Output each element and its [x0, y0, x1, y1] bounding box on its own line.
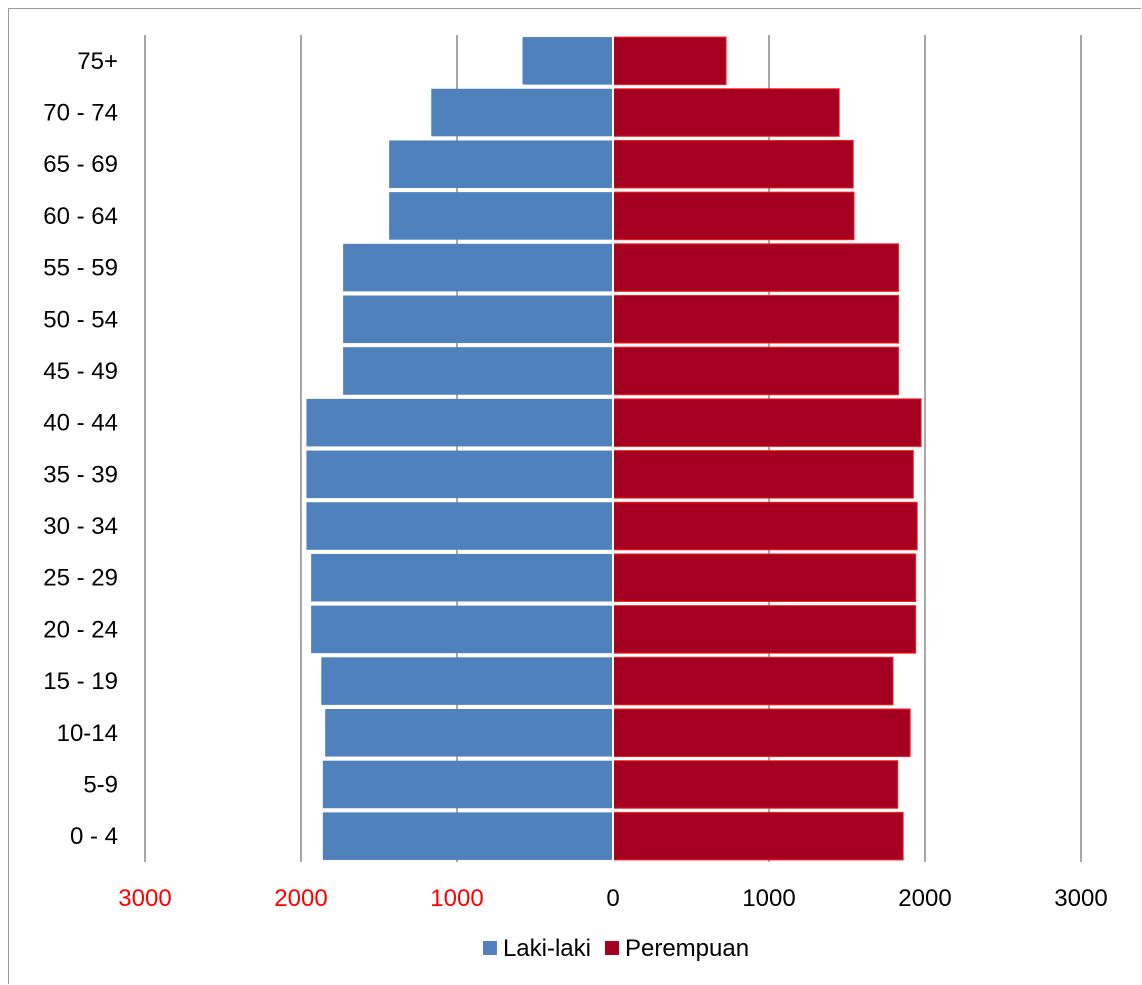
bar-laki-laki	[306, 398, 613, 447]
bar-laki-laki	[343, 347, 613, 395]
bar-perempuan	[612, 36, 727, 86]
legend-label: Laki-laki	[503, 935, 591, 962]
bar-perempuan	[612, 605, 917, 654]
bar-perempuan	[612, 295, 899, 344]
category-label: 20 - 24	[43, 616, 118, 643]
bar-laki-laki	[522, 37, 613, 85]
category-label: 10-14	[57, 720, 118, 747]
x-tick-labels: 3000 2000 1000 0 1000 2000 3000	[118, 885, 1107, 912]
chart-frame	[8, 8, 1141, 984]
bar-perempuan	[612, 346, 899, 396]
bar-perempuan	[612, 191, 855, 241]
bar-perempuan	[612, 243, 899, 292]
category-label: 70 - 74	[43, 100, 118, 127]
category-label: 75+	[77, 48, 118, 75]
x-tick-label: 2000	[898, 885, 951, 912]
bar-laki-laki	[343, 243, 613, 292]
bar-perempuan	[612, 139, 854, 189]
category-label: 25 - 29	[43, 565, 118, 592]
bar-laki-laki	[306, 450, 613, 499]
bar-laki-laki	[311, 605, 613, 654]
category-label: 45 - 49	[43, 358, 118, 385]
bars	[306, 35, 922, 866]
legend-swatch	[604, 941, 619, 955]
bar-laki-laki	[311, 553, 613, 602]
bar-laki-laki	[343, 295, 613, 344]
category-label: 15 - 19	[43, 668, 118, 695]
bar-laki-laki	[321, 657, 613, 705]
category-label: 30 - 34	[43, 513, 118, 540]
x-tick-label: 0	[606, 885, 619, 912]
bar-perempuan	[612, 398, 922, 447]
category-label: 0 - 4	[70, 823, 118, 850]
category-label: 60 - 64	[43, 203, 118, 230]
bar-laki-laki	[322, 760, 613, 809]
bar-laki-laki	[325, 709, 613, 757]
bar-perempuan	[612, 501, 918, 551]
bar-perempuan	[612, 656, 894, 706]
category-label: 65 - 69	[43, 151, 118, 178]
category-label: 35 - 39	[43, 461, 118, 488]
bar-perempuan	[612, 450, 914, 499]
x-tick-label: 2000	[274, 885, 327, 912]
category-label: 5-9	[83, 771, 118, 798]
legend: Laki-laki Perempuan	[482, 935, 749, 962]
bar-perempuan	[612, 708, 911, 758]
bar-perempuan	[612, 88, 840, 137]
x-tick-label: 3000	[118, 885, 171, 912]
bar-laki-laki	[431, 88, 613, 137]
category-labels: 75+ 70 - 74 65 - 69 60 - 64 55 - 59 50 - 54 45…	[43, 48, 118, 850]
x-tick-label: 3000	[1054, 885, 1107, 912]
x-tick-label: 1000	[742, 885, 795, 912]
bar-laki-laki	[322, 812, 613, 860]
category-label: 55 - 59	[43, 255, 118, 282]
bar-perempuan	[612, 811, 904, 861]
x-tick-label: 1000	[430, 885, 483, 912]
bar-perempuan	[612, 760, 899, 809]
legend-label: Perempuan	[625, 935, 749, 962]
bar-laki-laki	[306, 502, 613, 550]
bar-perempuan	[612, 553, 917, 602]
category-label: 40 - 44	[43, 410, 118, 437]
category-label: 50 - 54	[43, 306, 118, 333]
legend-swatch	[482, 941, 497, 955]
bar-laki-laki	[389, 140, 613, 188]
bar-laki-laki	[389, 192, 613, 240]
